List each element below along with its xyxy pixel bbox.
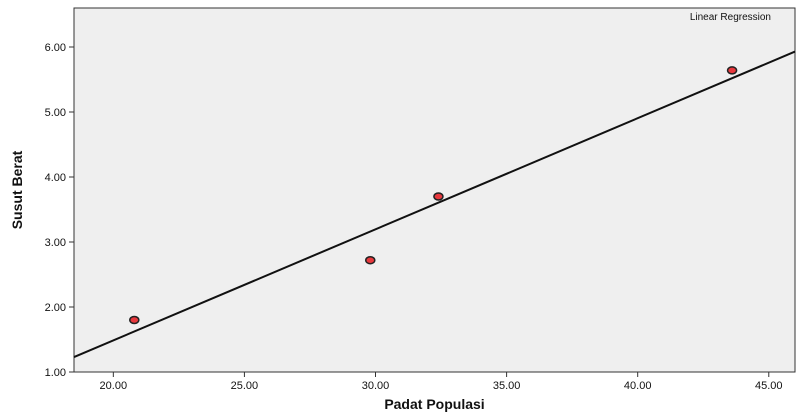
x-axis-title: Padat Populasi <box>384 396 484 412</box>
x-tick-label: 40.00 <box>624 380 652 392</box>
regression-line <box>73 50 796 358</box>
x-tick-label: 20.00 <box>100 380 128 392</box>
data-points <box>129 66 738 325</box>
y-tick-label: 4.00 <box>45 172 66 184</box>
plot-area <box>73 7 796 373</box>
y-tick-label: 2.00 <box>45 302 66 314</box>
data-point <box>129 315 140 325</box>
y-tick-label: 5.00 <box>45 107 66 119</box>
data-point <box>433 192 444 201</box>
legend-label-linear-regression: Linear Regression <box>690 12 771 23</box>
x-tick-label: 25.00 <box>231 380 259 392</box>
x-tick-label: 45.00 <box>755 380 783 392</box>
x-axis-ticks: 20.00 25.00 30.00 35.00 40.00 45.00 <box>100 372 783 392</box>
y-axis-title: Susut Berat <box>9 150 25 229</box>
x-tick-label: 30.00 <box>362 380 390 392</box>
data-point <box>365 255 376 265</box>
y-tick-label: 6.00 <box>45 42 66 54</box>
y-tick-label: 3.00 <box>45 237 66 249</box>
y-tick-label: 1.00 <box>45 367 66 379</box>
x-tick-label: 35.00 <box>493 380 521 392</box>
y-axis-ticks: 1.00 2.00 3.00 4.00 5.00 6.00 <box>45 42 74 379</box>
data-point <box>726 66 738 75</box>
